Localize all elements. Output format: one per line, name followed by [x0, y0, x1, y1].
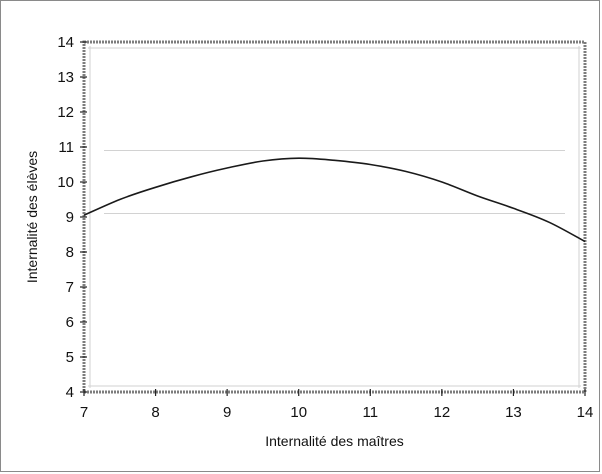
y-tick-label: 7: [66, 279, 74, 296]
x-tick-label: 12: [434, 404, 451, 421]
y-axis: 4 5 6 7 8 9 10 11 12 13 14: [57, 34, 87, 401]
x-axis: 7 8 9 10 11 12 13 14: [80, 389, 594, 421]
x-tick-label: 8: [151, 404, 159, 421]
x-tick-label: 9: [223, 404, 231, 421]
series-line: [83, 157, 586, 243]
x-tick-label: 14: [577, 404, 594, 421]
x-tick-label: 7: [80, 404, 88, 421]
plot-texture: [88, 46, 581, 388]
plot-area-border: [82, 40, 587, 394]
y-tick-label: 10: [57, 174, 74, 191]
y-tick-label: 4: [66, 384, 74, 401]
y-tick-label: 14: [57, 34, 74, 51]
y-tick-label: 12: [57, 104, 74, 121]
x-tick-label: 11: [362, 404, 378, 421]
y-tick-label: 6: [66, 314, 74, 331]
y-tick-label: 5: [66, 349, 74, 366]
y-tick-label: 9: [66, 209, 74, 226]
y-tick-label: 13: [57, 69, 74, 86]
y-tick-label: 8: [66, 244, 74, 261]
y-tick-label: 11: [58, 139, 74, 156]
x-tick-label: 13: [505, 404, 522, 421]
x-axis-title: Internalité des maîtres: [265, 433, 404, 449]
y-axis-title: Internalité des élèves: [24, 151, 40, 283]
x-tick-label: 10: [290, 404, 307, 421]
